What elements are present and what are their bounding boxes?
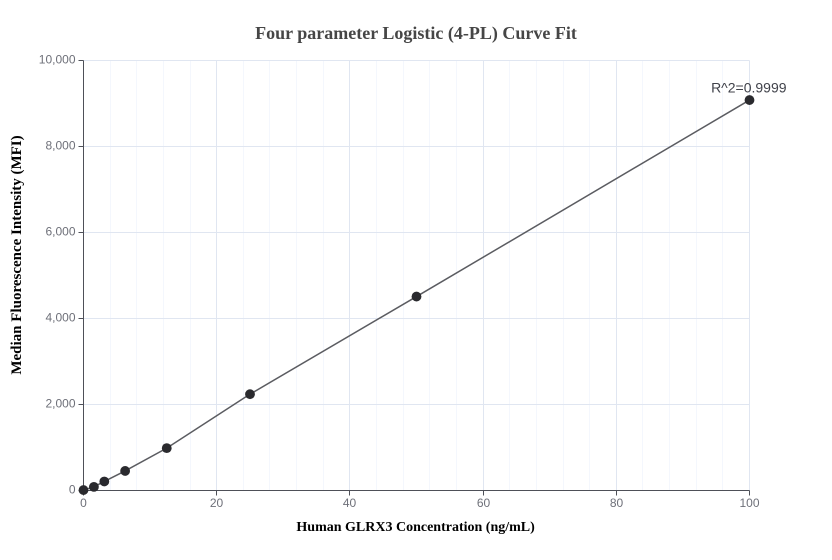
svg-text:R^2=0.9999: R^2=0.9999 [711,80,787,96]
svg-text:100: 100 [739,496,759,510]
svg-text:Human GLRX3 Concentration (ng/: Human GLRX3 Concentration (ng/mL) [296,520,535,535]
svg-text:10,000: 10,000 [39,52,76,66]
svg-text:80: 80 [610,496,624,510]
svg-text:8,000: 8,000 [45,138,75,152]
svg-text:0: 0 [80,496,87,510]
svg-text:6,000: 6,000 [45,224,75,238]
svg-text:2,000: 2,000 [45,396,75,410]
svg-text:40: 40 [343,496,357,510]
svg-text:0: 0 [69,482,76,496]
svg-text:20: 20 [210,496,224,510]
svg-text:60: 60 [477,496,491,510]
svg-text:4,000: 4,000 [45,310,75,324]
svg-text:Median Fluorescence Intensity: Median Fluorescence Intensity (MFI) [9,135,25,374]
svg-text:Four parameter Logistic (4-PL): Four parameter Logistic (4-PL) Curve Fit [255,23,577,44]
